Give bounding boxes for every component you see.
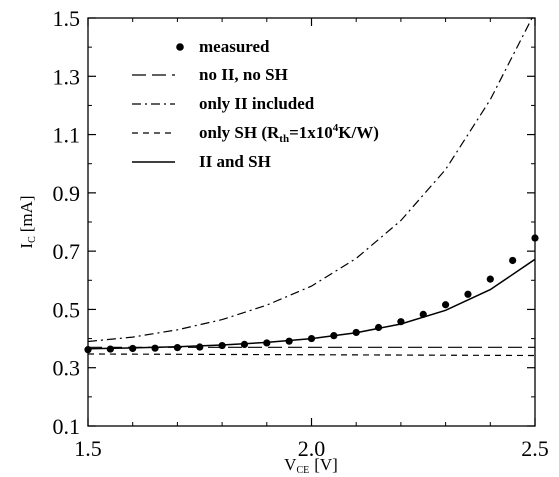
data-point bbox=[531, 234, 539, 242]
data-point bbox=[442, 301, 450, 309]
data-point bbox=[509, 256, 517, 265]
axis-ticks: 1.5 2.0 2.5 0.1 0.3 0.5 0.7 0.9 1.1 1.3 1.5 bbox=[53, 6, 549, 461]
y-tick-label: 1.3 bbox=[53, 64, 81, 89]
legend-label: only II included bbox=[199, 94, 315, 113]
y-tick-label: 1.5 bbox=[53, 6, 81, 31]
x-tick-label: 2.0 bbox=[298, 436, 326, 461]
series-line-4 bbox=[88, 258, 535, 350]
legend-label: no II, no SH bbox=[199, 65, 288, 84]
plot-frame bbox=[87, 17, 536, 427]
y-tick-label: 0.1 bbox=[53, 414, 81, 439]
series-line-3 bbox=[88, 353, 535, 357]
y-axis-title: IC[mA] bbox=[17, 195, 38, 248]
x-axis-title: VCE [V] bbox=[284, 455, 338, 476]
y-tick-label: 0.3 bbox=[53, 356, 81, 381]
series-layer bbox=[84, 18, 539, 357]
y-tick-label: 0.5 bbox=[53, 297, 81, 322]
data-point bbox=[464, 290, 472, 298]
legend-label: II and SH bbox=[199, 152, 271, 171]
y-tick-label: 0.9 bbox=[53, 181, 81, 206]
y-tick-label: 1.1 bbox=[53, 123, 81, 148]
legend-label: measured bbox=[199, 37, 270, 56]
series-line-2 bbox=[88, 18, 533, 343]
x-tick-label: 2.5 bbox=[521, 436, 549, 461]
y-tick-label: 0.7 bbox=[53, 239, 81, 264]
data-point bbox=[151, 344, 159, 352]
legend-marker bbox=[176, 43, 184, 51]
legend: measured no II, no SH only II included only… bbox=[132, 37, 379, 171]
legend-label: only SH (Rth=1x104K/W) bbox=[199, 122, 379, 145]
x-tick-label: 1.5 bbox=[74, 436, 102, 461]
data-point bbox=[486, 275, 494, 283]
